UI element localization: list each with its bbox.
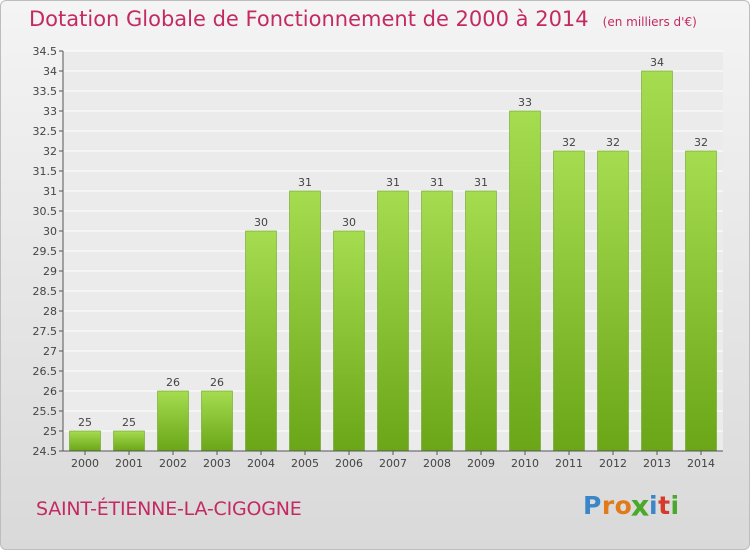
bar bbox=[69, 430, 101, 452]
bar-value-label: 32 bbox=[694, 136, 708, 149]
logo-letter: o bbox=[614, 491, 633, 520]
bar-value-label: 32 bbox=[562, 136, 576, 149]
x-tick-label: 2003 bbox=[203, 457, 231, 470]
y-tick-label: 30.5 bbox=[33, 205, 58, 218]
bar bbox=[421, 190, 453, 452]
bars: 25 25 26 26 30 31 30 31 31 31 33 32 32 34 32 bbox=[69, 56, 717, 452]
chart-title: Dotation Globale de Fonctionnement de 20… bbox=[29, 7, 589, 31]
title-row: Dotation Globale de Fonctionnement de 20… bbox=[29, 7, 697, 31]
bar bbox=[597, 150, 629, 452]
y-tick-label: 27 bbox=[43, 345, 57, 358]
axes: 24.5 25 25.5 26 26.5 27 27.5 28 28.5 29 29.5 30 30.5… bbox=[33, 45, 723, 470]
logo-letter: i bbox=[649, 491, 659, 520]
y-tick-label: 34.5 bbox=[33, 45, 58, 58]
bar-value-label: 31 bbox=[386, 176, 400, 189]
y-tick-label: 34 bbox=[43, 65, 57, 78]
y-tick-label: 32.5 bbox=[33, 125, 58, 138]
y-tick-label: 33 bbox=[43, 105, 57, 118]
x-tick-label: 2010 bbox=[511, 457, 539, 470]
bar bbox=[553, 150, 585, 452]
proxiti-logo: Proxiti bbox=[583, 488, 680, 523]
x-tick-label: 2001 bbox=[115, 457, 143, 470]
logo-letter: t bbox=[658, 491, 671, 520]
chart-subtitle: (en milliers d'€) bbox=[602, 15, 697, 29]
bar-value-label: 31 bbox=[430, 176, 444, 189]
y-tick-label: 31 bbox=[43, 185, 57, 198]
y-tick-label: 25.5 bbox=[33, 405, 58, 418]
bar bbox=[157, 390, 189, 452]
bar bbox=[201, 390, 233, 452]
y-tick-label: 33.5 bbox=[33, 85, 58, 98]
x-tick-label: 2014 bbox=[687, 457, 715, 470]
bar bbox=[465, 190, 497, 452]
bar bbox=[289, 190, 321, 452]
x-tick-label: 2006 bbox=[335, 457, 363, 470]
logo-letter: x bbox=[631, 488, 651, 523]
x-tick-label: 2013 bbox=[643, 457, 671, 470]
y-tick-label: 27.5 bbox=[33, 325, 58, 338]
x-tick-label: 2011 bbox=[555, 457, 583, 470]
bar-value-label: 31 bbox=[474, 176, 488, 189]
y-tick-label: 29 bbox=[43, 265, 57, 278]
x-tick-label: 2012 bbox=[599, 457, 627, 470]
bar-value-label: 31 bbox=[298, 176, 312, 189]
x-tick-label: 2004 bbox=[247, 457, 275, 470]
y-tick-label: 26.5 bbox=[33, 365, 58, 378]
bar bbox=[245, 230, 277, 452]
y-tick-label: 25 bbox=[43, 425, 57, 438]
bar-value-label: 30 bbox=[254, 216, 268, 229]
bar-value-label: 25 bbox=[78, 416, 92, 429]
bar-value-label: 26 bbox=[166, 376, 180, 389]
logo-letter: i bbox=[670, 491, 680, 520]
bar-value-label: 26 bbox=[210, 376, 224, 389]
y-tick-label: 26 bbox=[43, 385, 57, 398]
bar bbox=[685, 150, 717, 452]
y-tick-label: 24.5 bbox=[33, 445, 58, 458]
logo-letter: r bbox=[601, 491, 615, 520]
bar bbox=[113, 430, 145, 452]
y-tick-label: 29.5 bbox=[33, 245, 58, 258]
bar-value-label: 30 bbox=[342, 216, 356, 229]
y-tick-label: 30 bbox=[43, 225, 57, 238]
x-tick-label: 2007 bbox=[379, 457, 407, 470]
x-tick-label: 2002 bbox=[159, 457, 187, 470]
commune-name: SAINT-ÉTIENNE-LA-CIGOGNE bbox=[36, 498, 302, 520]
x-tick-label: 2008 bbox=[423, 457, 451, 470]
x-tick-label: 2000 bbox=[71, 457, 99, 470]
bar bbox=[641, 70, 673, 452]
x-tick-label: 2005 bbox=[291, 457, 319, 470]
logo-letter: P bbox=[583, 491, 602, 520]
y-tick-label: 31.5 bbox=[33, 165, 58, 178]
y-tick-label: 28 bbox=[43, 305, 57, 318]
bar-value-label: 34 bbox=[650, 56, 664, 69]
bar bbox=[377, 190, 409, 452]
bar-value-label: 32 bbox=[606, 136, 620, 149]
bar-value-label: 25 bbox=[122, 416, 136, 429]
x-tick-label: 2009 bbox=[467, 457, 495, 470]
bar-value-label: 33 bbox=[518, 96, 532, 109]
bar bbox=[509, 110, 541, 452]
y-tick-label: 28.5 bbox=[33, 285, 58, 298]
bar bbox=[333, 230, 365, 452]
y-tick-label: 32 bbox=[43, 145, 57, 158]
